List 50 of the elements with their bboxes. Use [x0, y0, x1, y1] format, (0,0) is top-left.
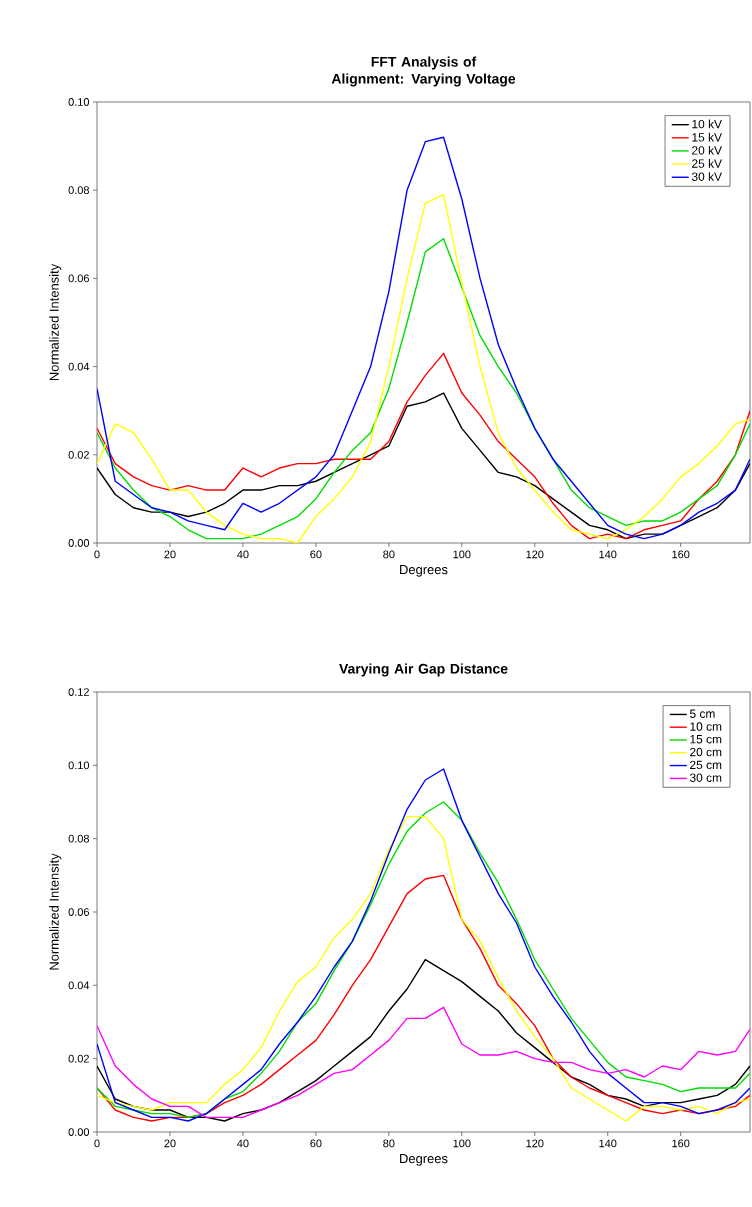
x-tick-label: 140 — [599, 1139, 617, 1148]
legend-label: 25 cm — [690, 760, 722, 770]
x-axis-title: Degrees — [400, 1154, 448, 1166]
legend-label: 5 cm — [689, 709, 715, 718]
x-tick-label: 20 — [164, 1139, 176, 1148]
x-tick-label: 60 — [310, 550, 322, 559]
x-tick-label: 80 — [383, 550, 395, 559]
x-tick-label: 140 — [599, 550, 617, 559]
x-tick-label: 40 — [237, 550, 249, 559]
y-axis-title: Normalized Intensity — [49, 263, 62, 381]
legend-label: 10 cm — [690, 722, 722, 731]
x-tick-label: 0 — [94, 1139, 100, 1148]
chart-title: FFT Analysis of Alignment: Varying Voltage — [331, 56, 516, 87]
y-tick-label: 0.00 — [68, 1128, 90, 1136]
line-series — [97, 874, 751, 1122]
y-tick-label: 0.06 — [68, 274, 89, 283]
legend-label: 30 kV — [691, 172, 722, 181]
y-axis-title: Normalized Intensity — [49, 853, 62, 970]
y-tick-label: 0.04 — [68, 981, 90, 990]
x-tick-label: 120 — [526, 1139, 544, 1148]
y-tick-label: 0.10 — [68, 98, 90, 106]
line-series — [97, 392, 751, 540]
legend-label: 15 cm — [690, 735, 722, 744]
x-tick-label: 0 — [94, 550, 100, 559]
x-tick-label: 100 — [453, 550, 471, 559]
y-tick-label: 0.04 — [68, 362, 90, 371]
x-tick-label: 40 — [237, 1139, 249, 1148]
legend-label: 30 cm — [689, 773, 722, 782]
legend-label: 20 kV — [692, 145, 722, 155]
y-tick-label: 0.00 — [68, 539, 90, 547]
y-tick-label: 0.02 — [68, 1054, 89, 1063]
x-axis-title: Degrees — [400, 565, 448, 577]
chart-title: Varying Air Gap Distance — [339, 663, 508, 677]
x-tick-label: 20 — [164, 550, 176, 559]
y-tick-label: 0.08 — [68, 186, 89, 195]
x-tick-label: 120 — [526, 550, 544, 559]
x-tick-label: 160 — [672, 550, 690, 559]
legend-label: 20 cm — [690, 747, 722, 757]
y-tick-label: 0.02 — [68, 450, 89, 459]
y-tick-label: 0.06 — [68, 908, 89, 916]
y-tick-label: 0.08 — [68, 834, 89, 843]
y-tick-label: 0.12 — [68, 688, 89, 696]
x-tick-label: 100 — [453, 1139, 471, 1148]
legend-label: 25 kV — [692, 159, 722, 168]
x-tick-label: 80 — [383, 1139, 395, 1148]
x-tick-label: 60 — [310, 1139, 322, 1148]
x-tick-label: 160 — [672, 1139, 690, 1148]
legend-label: 15 kV — [692, 132, 722, 142]
y-tick-label: 0.10 — [68, 761, 90, 770]
legend-label: 10 kV — [692, 119, 722, 129]
